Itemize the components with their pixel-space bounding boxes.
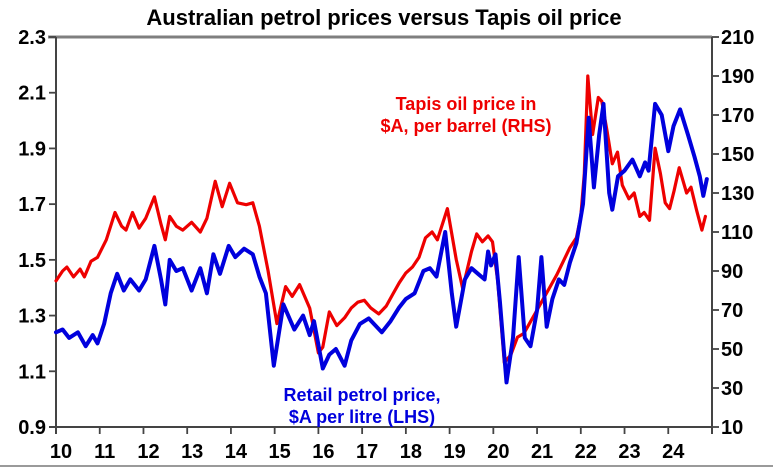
- left-axis-tick-label: 0.9: [18, 417, 46, 439]
- left-axis-tick-label: 1.1: [18, 361, 46, 383]
- petrol-annotation-line2: $A per litre (LHS): [288, 407, 436, 427]
- x-axis-tick-label: 22: [575, 441, 597, 463]
- right-axis-tick-label: 170: [721, 105, 754, 127]
- left-axis-tick-label: 1.7: [18, 194, 46, 216]
- left-axis-tick-label: 2.3: [18, 27, 46, 49]
- oil-series-annotation: Tapis oil price in $A, per barrel (RHS): [380, 93, 551, 137]
- x-axis-tick-label: 10: [50, 441, 72, 463]
- petrol-annotation-line1: Retail petrol price,: [283, 385, 441, 405]
- x-axis-tick-label: 18: [400, 441, 422, 463]
- oil-annotation-line1: Tapis oil price in: [395, 94, 537, 114]
- right-axis-tick-label: 190: [721, 66, 754, 88]
- x-axis-tick-label: 19: [443, 441, 465, 463]
- x-axis-tick-label: 12: [137, 441, 159, 463]
- oil-series-line: [54, 74, 708, 365]
- left-axis-tick-label: 1.3: [18, 306, 46, 328]
- x-axis-tick-label: 14: [225, 441, 248, 463]
- right-axis-tick-label: 110: [721, 222, 753, 244]
- left-axis-tick-label: 2.1: [18, 83, 46, 105]
- x-axis-tick-label: 17: [356, 441, 378, 463]
- right-axis-tick-label: 130: [721, 183, 754, 205]
- x-axis-tick-label: 13: [181, 441, 203, 463]
- right-axis-tick-label: 70: [721, 300, 743, 322]
- right-axis-tick-label: 30: [721, 378, 743, 400]
- x-axis-tick-label: 11: [94, 441, 115, 463]
- x-axis-tick-label: 20: [487, 441, 509, 463]
- petrol-series-line: [54, 101, 709, 385]
- x-axis-tick-label: 16: [312, 441, 334, 463]
- x-axis-tick-label: 21: [531, 441, 553, 463]
- right-axis-tick-label: 210: [721, 27, 754, 49]
- left-axis-tick-label: 1.9: [18, 138, 46, 160]
- right-axis-tick-label: 10: [721, 417, 743, 439]
- x-axis-tick-label: 24: [662, 441, 685, 463]
- x-axis-tick-label: 23: [618, 441, 640, 463]
- right-axis-tick-label: 50: [721, 339, 743, 361]
- right-axis-tick-label: 90: [721, 261, 743, 283]
- figure-bottom-divider: [0, 465, 773, 467]
- left-axis-tick-label: 1.5: [18, 250, 46, 272]
- oil-annotation-line2: $A, per barrel (RHS): [380, 116, 552, 136]
- x-axis-tick-label: 15: [269, 441, 291, 463]
- petrol-series-annotation: Retail petrol price, $A per litre (LHS): [283, 384, 440, 428]
- chart-title: Australian petrol prices versus Tapis oi…: [146, 5, 622, 30]
- right-axis-tick-label: 150: [721, 144, 754, 166]
